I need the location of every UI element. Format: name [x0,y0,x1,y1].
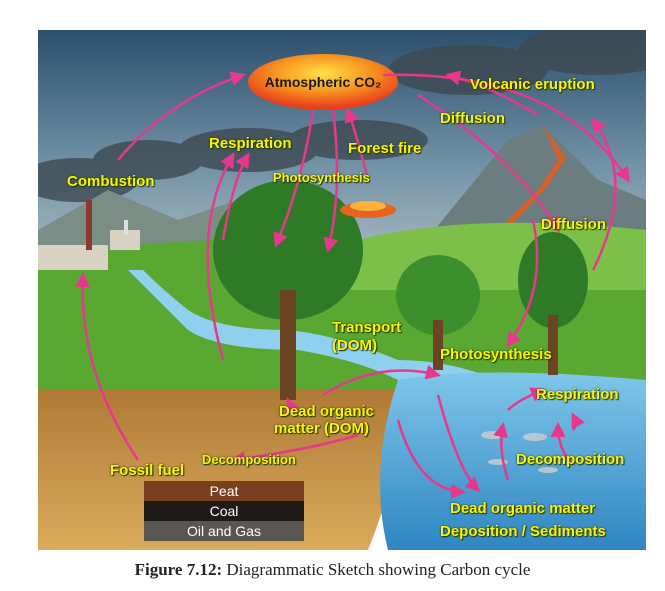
arrow-respiration-land [206,152,235,361]
arrow-photosynthesis-water [506,219,539,348]
decomposition-water-label: Decomposition [516,451,625,468]
dom-label-line2: matter (DOM) [274,420,370,437]
coal-layer-label: Coal [209,503,239,519]
arrow-fossil-fuel [74,272,140,461]
diffusion-right-label: Diffusion [541,216,606,233]
respiration-water-label: Respiration [536,386,619,403]
arrow-forest-fire [344,107,370,181]
transport-label-line2: (DOM) [332,337,377,354]
decomposition-land-label: Decomposition [202,452,296,467]
trees [213,180,588,400]
figure-caption-text: Diagrammatic Sketch showing Carbon cycle [226,560,531,579]
peat-layer [144,481,304,501]
volcanic-eruption-label: Volcanic eruption [470,76,595,93]
arrow-decomposition-land [230,433,359,466]
smoke-clouds [38,30,646,202]
soil [38,390,400,550]
oil-gas-layer [144,521,304,541]
arrow-volcano [445,70,539,117]
figure-number: Figure 7.12: [134,560,223,579]
factory [38,200,140,270]
cycle-arrows [74,70,630,499]
photosynthesis-water-label: Photosynthesis [440,346,552,363]
diffusion-top-label: Diffusion [440,110,505,127]
dom-label-line1: Dead organic [279,403,375,420]
photosynthesis-land-label: Photosynthesis [273,170,370,185]
arrow-dom [286,397,301,416]
arrow-root-transport [322,364,441,397]
fossil-fuel-label: Fossil fuel [110,462,185,479]
peat-layer-label: Peat [209,483,239,499]
transport-label-line1: Transport [332,319,402,336]
arrow-combustion [117,71,246,161]
arrow-diffusion-up [591,117,617,271]
arrow-photosynthesis-down [273,109,315,248]
arrow-atmosphere-right [382,73,630,183]
co2-bubble [248,54,398,110]
arrow-diffusion-down [417,93,560,233]
arrow-lake-dom [436,394,481,493]
scene-artwork [38,30,646,550]
arrow-decomp-up [571,412,586,431]
arrow-decomp-water [550,422,574,466]
forest-fire [340,201,396,218]
oil-gas-layer-label: Oil and Gas [187,523,261,539]
arrow-photosynthesis-right [323,109,339,253]
dead-organic-matter-label: Dead organic matter [450,500,596,517]
respiration-land-label: Respiration [209,135,292,152]
carbon-cycle-illustration: Atmospheric CO₂ Volcanic eruption Diffus… [38,30,646,550]
arrow-dom-up [493,422,510,481]
combustion-label: Combustion [67,173,155,190]
figure-caption: Figure 7.12: Diagrammatic Sketch showing… [0,560,665,580]
forest-fire-label: Forest fire [348,140,422,157]
arrow-respiration-tree [221,152,250,241]
deposition-label: Deposition / Sediments [440,523,606,540]
arrow-river-dom [396,419,466,499]
coal-layer [144,501,304,521]
arrow-fish-respiration [507,387,546,411]
co2-label: Atmospheric CO₂ [264,74,382,90]
